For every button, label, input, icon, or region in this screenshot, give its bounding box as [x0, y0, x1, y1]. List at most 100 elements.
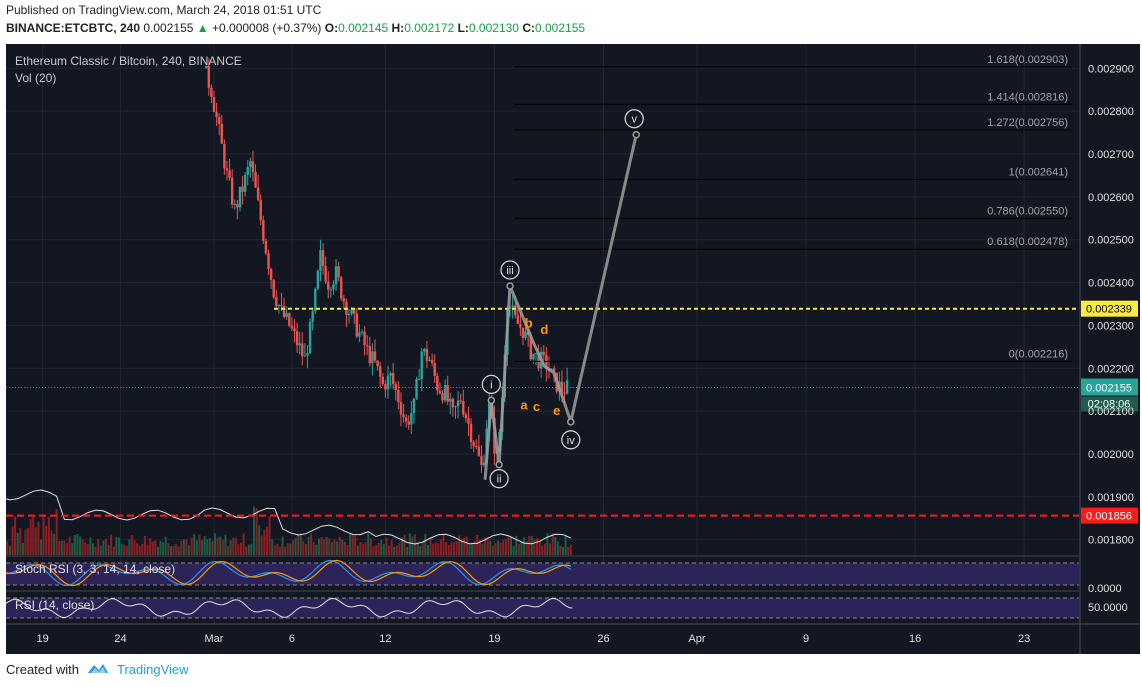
- volume-bar: [561, 546, 564, 555]
- change-up-icon: ▲: [196, 21, 209, 35]
- volume-bar: [463, 537, 466, 555]
- candle-body: [256, 187, 260, 200]
- volume-bar: [11, 526, 14, 555]
- candle-body: [454, 406, 457, 408]
- volume-bar: [19, 527, 22, 555]
- candle-body: [428, 359, 431, 361]
- volume-bar: [507, 535, 510, 555]
- rsi-label: RSI (14, close): [15, 598, 94, 612]
- volume-bar: [388, 545, 391, 555]
- candle-body: [412, 398, 416, 414]
- candle-body: [537, 353, 540, 369]
- candle-body: [394, 383, 397, 390]
- volume-bar: [14, 516, 17, 555]
- volume-bar: [55, 509, 58, 555]
- volume-bar: [356, 545, 359, 555]
- candle-body: [363, 331, 366, 346]
- volume-bar: [53, 533, 56, 555]
- tradingview-link[interactable]: TradingView: [116, 662, 189, 677]
- volume-bar: [517, 543, 520, 555]
- low-label: L:: [457, 21, 469, 35]
- symbol-ohlc-line: BINANCE:ETCBTC, 240 0.002155 ▲ +0.000008…: [6, 21, 585, 35]
- volume-bar: [162, 542, 165, 555]
- candle-body: [282, 305, 286, 317]
- candle-body: [423, 349, 426, 352]
- candle-body: [241, 186, 244, 192]
- volume-bar: [247, 544, 250, 555]
- volume-bar: [312, 542, 315, 555]
- volume-bar: [242, 533, 245, 555]
- volume-bar: [227, 546, 230, 555]
- volume-bar: [60, 540, 63, 555]
- volume-bar: [115, 537, 118, 555]
- volume-bar: [354, 534, 357, 555]
- candle-body: [404, 417, 408, 422]
- rsi-band: [6, 598, 1079, 618]
- wave-label-circle: [481, 374, 501, 395]
- volume-bar: [252, 506, 255, 555]
- candle-body: [425, 349, 429, 361]
- candle-body: [236, 203, 239, 208]
- volume-bar: [73, 534, 76, 555]
- fib-level-label: 0.618(0.002478): [987, 236, 1068, 248]
- candle-body: [251, 161, 255, 173]
- current-price-tag: [1081, 378, 1138, 396]
- candle-body: [542, 351, 545, 355]
- high-label: H:: [391, 21, 405, 35]
- volume-bar: [188, 545, 191, 555]
- candle-body: [272, 279, 275, 298]
- resistance-price-tag: [1081, 300, 1138, 317]
- volume-bar: [24, 529, 27, 555]
- candle-body: [321, 250, 325, 266]
- candle-body: [267, 253, 270, 269]
- volume-bar: [429, 537, 432, 555]
- triangle-label-b: b: [525, 315, 533, 330]
- candle-body: [225, 168, 229, 171]
- volume-bar: [304, 544, 307, 555]
- volume-bar: [377, 542, 380, 555]
- candle-body: [358, 332, 361, 337]
- volume-bar: [551, 533, 554, 555]
- candle-body: [552, 368, 556, 373]
- volume-bar: [349, 534, 352, 555]
- volume-bar: [104, 538, 107, 555]
- volume-bar: [307, 536, 310, 555]
- volume-bar: [102, 540, 105, 555]
- candle-body: [371, 351, 374, 364]
- volume-bar: [502, 540, 505, 555]
- candle-body: [420, 351, 423, 380]
- volume-bar: [359, 542, 362, 555]
- volume-bar: [268, 516, 271, 555]
- candle-body: [217, 117, 221, 124]
- chart-area[interactable]: 1.618(0.002903) 1.414(0.002816) 1.272(0.00…: [6, 44, 1140, 654]
- candle-body: [308, 321, 312, 354]
- chart-svg[interactable]: 1.618(0.002903) 1.414(0.002816) 1.272(0.00…: [6, 44, 1140, 654]
- volume-bar: [395, 545, 398, 555]
- volume-bar: [6, 540, 9, 555]
- volume-bar: [240, 542, 243, 555]
- stoch-tick: 0.0000: [1088, 583, 1122, 595]
- current-price-label: 0.002155: [1086, 383, 1132, 395]
- volume-bar: [289, 543, 292, 555]
- volume-bar: [338, 536, 341, 555]
- wave-label-circle: [489, 469, 509, 489]
- volume-bar: [273, 545, 276, 555]
- volume-bar: [206, 539, 209, 555]
- volume-bar: [564, 534, 567, 555]
- wave-point-marker: [506, 282, 514, 290]
- volume-bar: [494, 543, 497, 555]
- candle-body: [475, 445, 478, 447]
- wave-label-iv: iv: [567, 435, 575, 447]
- candle-body: [534, 353, 538, 355]
- volume-bar: [29, 519, 32, 555]
- x-tick-label: 16: [909, 633, 921, 645]
- volume-bar: [117, 537, 120, 555]
- candle-body: [449, 398, 452, 402]
- countdown-label: 02:08:06: [1088, 399, 1131, 411]
- wave-point-marker: [632, 130, 640, 139]
- volume-bar: [107, 545, 110, 555]
- close-value: 0.002155: [535, 21, 586, 35]
- candle-body: [347, 313, 351, 315]
- volume-bar: [84, 542, 87, 555]
- volume-bar: [123, 544, 126, 555]
